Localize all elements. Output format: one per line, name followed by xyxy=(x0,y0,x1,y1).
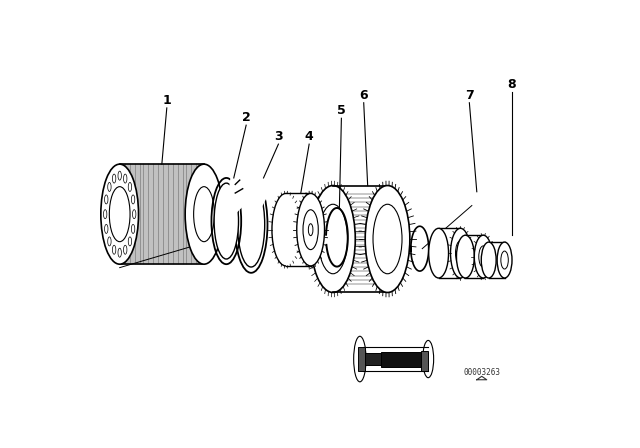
Ellipse shape xyxy=(131,224,135,233)
Ellipse shape xyxy=(501,251,508,269)
Text: 1: 1 xyxy=(163,94,171,107)
Text: 8: 8 xyxy=(508,78,516,91)
Ellipse shape xyxy=(128,182,132,191)
Wedge shape xyxy=(227,176,264,221)
Ellipse shape xyxy=(185,164,223,264)
Ellipse shape xyxy=(104,210,107,219)
Ellipse shape xyxy=(308,224,313,236)
Bar xyxy=(489,242,504,278)
Ellipse shape xyxy=(124,174,127,183)
Ellipse shape xyxy=(214,183,239,259)
Wedge shape xyxy=(239,174,276,224)
Bar xyxy=(438,228,460,278)
Ellipse shape xyxy=(108,182,111,191)
Ellipse shape xyxy=(128,237,132,246)
Text: 5: 5 xyxy=(337,104,346,117)
Ellipse shape xyxy=(479,246,488,267)
Ellipse shape xyxy=(104,224,108,233)
Ellipse shape xyxy=(124,245,127,254)
Ellipse shape xyxy=(429,228,449,278)
Ellipse shape xyxy=(118,248,122,257)
Bar xyxy=(465,235,483,278)
Ellipse shape xyxy=(101,164,138,264)
Text: 00003263: 00003263 xyxy=(463,368,500,377)
Text: 6: 6 xyxy=(360,89,368,102)
Ellipse shape xyxy=(113,245,116,254)
Ellipse shape xyxy=(474,235,492,278)
Text: 3: 3 xyxy=(274,130,283,143)
Ellipse shape xyxy=(481,242,496,278)
Bar xyxy=(333,185,387,293)
Ellipse shape xyxy=(194,187,214,241)
Text: 2: 2 xyxy=(242,111,250,124)
Bar xyxy=(364,353,428,365)
Ellipse shape xyxy=(354,336,366,382)
Ellipse shape xyxy=(456,241,465,266)
Ellipse shape xyxy=(104,195,108,204)
Text: 4: 4 xyxy=(305,130,314,143)
Bar xyxy=(286,194,310,266)
Ellipse shape xyxy=(423,340,434,378)
Ellipse shape xyxy=(451,228,470,278)
Text: 7: 7 xyxy=(465,89,474,102)
Ellipse shape xyxy=(365,185,410,293)
Ellipse shape xyxy=(297,194,324,266)
Ellipse shape xyxy=(497,242,512,278)
Ellipse shape xyxy=(237,182,265,267)
Ellipse shape xyxy=(118,171,122,180)
Ellipse shape xyxy=(303,210,318,250)
Bar xyxy=(120,164,204,264)
Ellipse shape xyxy=(310,185,355,293)
Ellipse shape xyxy=(272,194,300,266)
Ellipse shape xyxy=(373,204,402,274)
Bar xyxy=(358,347,365,371)
Ellipse shape xyxy=(456,235,474,278)
Ellipse shape xyxy=(131,195,135,204)
Ellipse shape xyxy=(108,237,111,246)
Ellipse shape xyxy=(109,187,130,241)
Ellipse shape xyxy=(132,210,136,219)
Bar xyxy=(421,351,428,371)
Bar xyxy=(381,352,421,366)
Ellipse shape xyxy=(113,174,116,183)
Ellipse shape xyxy=(319,204,348,274)
